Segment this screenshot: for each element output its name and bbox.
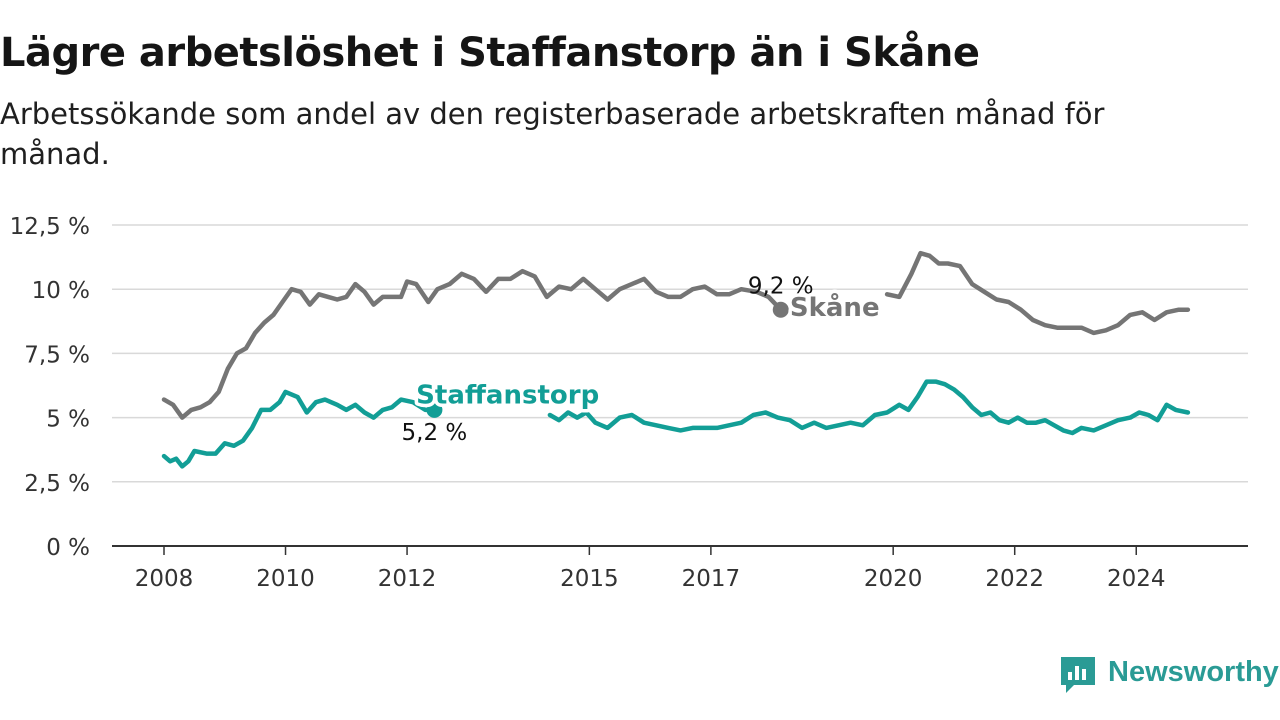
x-tick-label: 2017 [682,566,741,592]
y-tick-label: 7,5 % [24,342,90,368]
series-labels: 9,2 % 5,2 % Skåne Staffanstorp [402,274,884,446]
chart-subtitle: Arbetssökande som andel av den registerb… [0,97,1105,171]
end-value-label: 5,2 % [402,420,468,446]
end-point-marker [772,301,789,318]
x-tick-label: 2010 [256,566,315,592]
y-tick-label: 0 % [46,535,90,561]
x-tick-label: 2022 [985,566,1044,592]
newsworthy-brand: Newsworthy [1058,654,1279,696]
x-tick-label: 2015 [560,566,619,592]
end-point-marker [426,401,443,418]
x-tick-label: 2008 [135,566,194,592]
x-axis: 2008 2010 2012 2015 2017 2020 2022 2024 [112,545,1248,592]
series-line-staffanstorp [547,379,1191,436]
x-tick-label: 2020 [864,566,923,592]
y-tick-label: 10 % [32,278,90,304]
x-tick-label: 2012 [378,566,437,592]
y-tick-label: 2,5 % [24,471,90,497]
newsworthy-logo-icon [1061,657,1095,693]
x-tick-label: 2024 [1107,566,1166,592]
series-line-skåne [161,268,784,420]
series-line-skåne [884,250,1191,336]
y-axis-tick-labels: 0 % 2,5 % 5 % 7,5 % 10 % 12,5 % [10,214,90,561]
series-label: Skåne [790,291,880,323]
y-tick-label: 5 % [46,407,90,433]
series-lines [161,250,1191,469]
series-label: Staffanstorp [416,380,599,410]
gridlines [112,224,1248,483]
brand-name: Newsworthy [1108,656,1279,688]
end-value-label: 9,2 % [748,274,814,300]
series-line-staffanstorp [161,389,437,469]
y-tick-label: 12,5 % [10,214,90,240]
chart-title: Lägre arbetslöshet i Staffanstorp än i S… [0,30,980,76]
